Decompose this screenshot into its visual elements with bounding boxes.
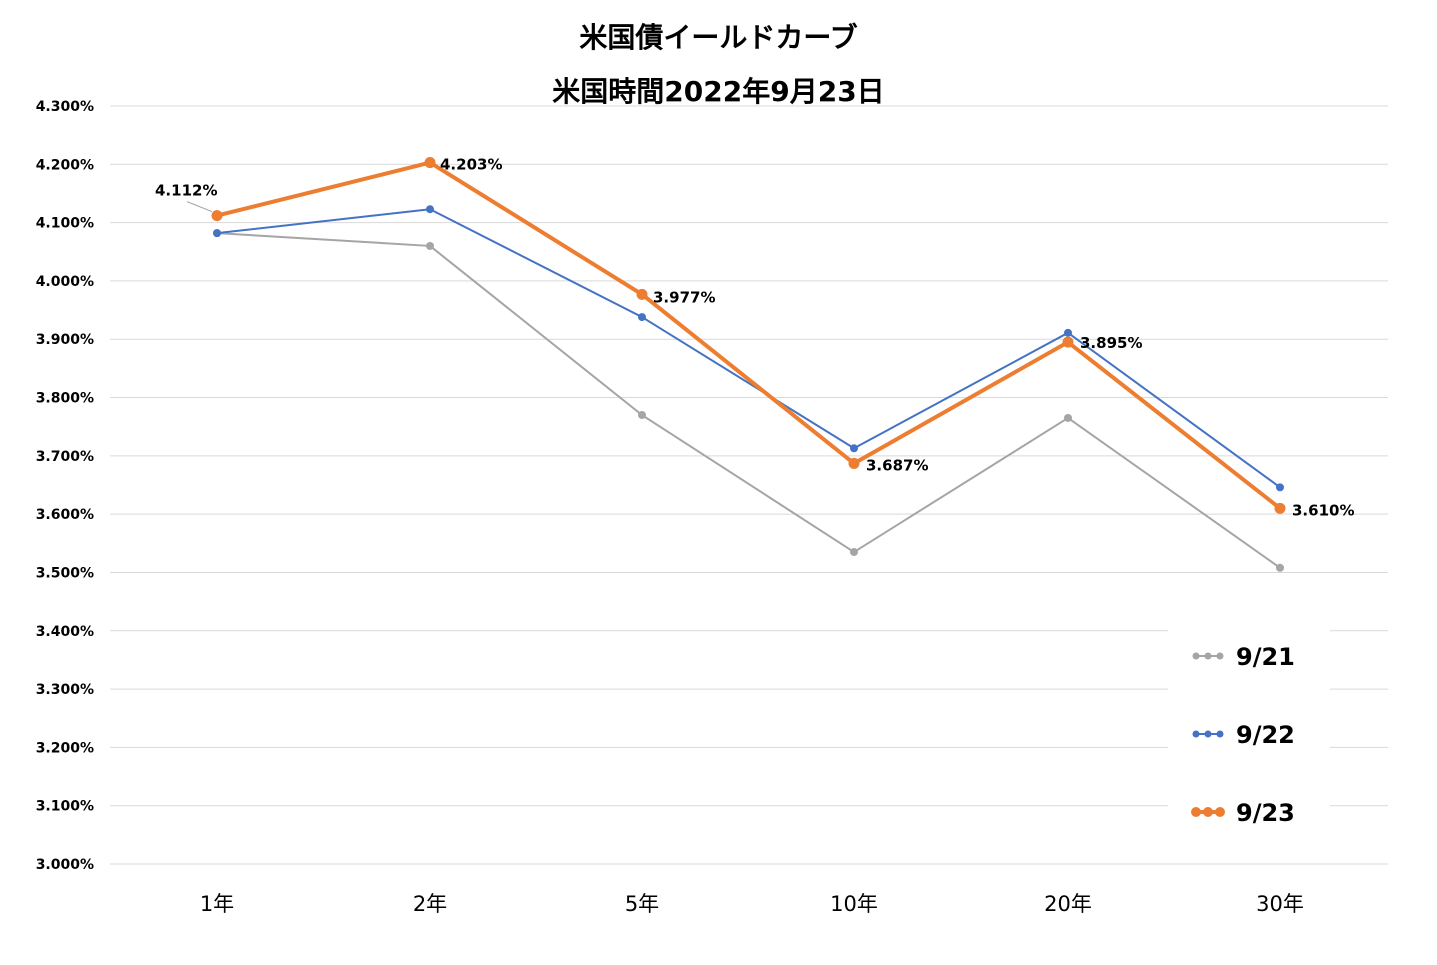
series-point xyxy=(1274,502,1286,514)
series-point xyxy=(638,313,646,322)
data-label: 3.895% xyxy=(1080,334,1142,352)
data-label: 4.112% xyxy=(155,182,217,200)
chart-subtitle: 米国時間2022年9月23日 xyxy=(552,75,885,108)
y-tick-label: 3.500% xyxy=(36,565,94,581)
y-tick-label: 3.800% xyxy=(36,391,94,407)
y-tick-label: 4.100% xyxy=(36,216,94,232)
legend-swatch-marker xyxy=(1192,652,1200,660)
x-tick-label: 20年 xyxy=(1044,892,1092,916)
y-tick-label: 3.600% xyxy=(36,507,94,523)
series-point xyxy=(1276,563,1284,572)
data-label: 3.977% xyxy=(653,288,715,306)
legend-swatch-marker xyxy=(1216,652,1224,660)
data-label: 3.687% xyxy=(866,456,928,474)
x-tick-label: 1年 xyxy=(200,892,234,916)
legend-label: 9/22 xyxy=(1236,721,1295,749)
legend-swatch-marker xyxy=(1215,807,1225,817)
y-tick-label: 3.000% xyxy=(36,857,94,873)
y-tick-label: 3.300% xyxy=(36,682,94,698)
series-point xyxy=(848,457,860,469)
y-tick-label: 3.400% xyxy=(36,624,94,640)
x-tick-label: 30年 xyxy=(1256,892,1304,916)
data-label: 4.203% xyxy=(440,156,502,174)
series-point xyxy=(636,288,648,300)
y-tick-label: 4.000% xyxy=(36,274,94,290)
series-point xyxy=(424,157,436,169)
series-point xyxy=(211,210,223,222)
series-point xyxy=(1276,483,1284,492)
legend-swatch-marker xyxy=(1203,807,1213,817)
data-label-leader xyxy=(186,201,213,213)
data-label: 3.610% xyxy=(1292,501,1354,519)
y-tick-label: 3.700% xyxy=(36,449,94,465)
y-tick-label: 3.900% xyxy=(36,332,94,348)
legend-label: 9/21 xyxy=(1236,643,1295,671)
x-tick-label: 5年 xyxy=(625,892,659,916)
chart-title: 米国債イールドカーブ xyxy=(579,21,858,54)
series-line xyxy=(216,232,1281,569)
legend-swatch-marker xyxy=(1192,730,1200,738)
series-point xyxy=(426,241,434,250)
y-tick-label: 3.200% xyxy=(36,740,94,756)
legend-swatch-marker xyxy=(1191,807,1201,817)
series-point xyxy=(426,205,434,214)
series-point xyxy=(850,548,858,557)
series-point xyxy=(1064,328,1072,337)
x-tick-label: 2年 xyxy=(413,892,447,916)
y-tick-label: 4.200% xyxy=(36,157,94,173)
y-tick-label: 3.100% xyxy=(36,799,94,815)
series-point xyxy=(1064,413,1072,422)
series-point xyxy=(850,444,858,453)
legend-swatch-marker xyxy=(1204,652,1212,660)
y-tick-label: 4.300% xyxy=(36,99,94,115)
series-point xyxy=(638,411,646,420)
legend-swatch-marker xyxy=(1204,730,1212,738)
x-tick-label: 10年 xyxy=(830,892,878,916)
series-line xyxy=(216,160,1282,510)
legend-swatch-marker xyxy=(1216,730,1224,738)
series-point xyxy=(213,229,221,238)
legend-label: 9/23 xyxy=(1236,799,1295,827)
series-point xyxy=(1062,336,1074,348)
series-line xyxy=(216,208,1281,489)
